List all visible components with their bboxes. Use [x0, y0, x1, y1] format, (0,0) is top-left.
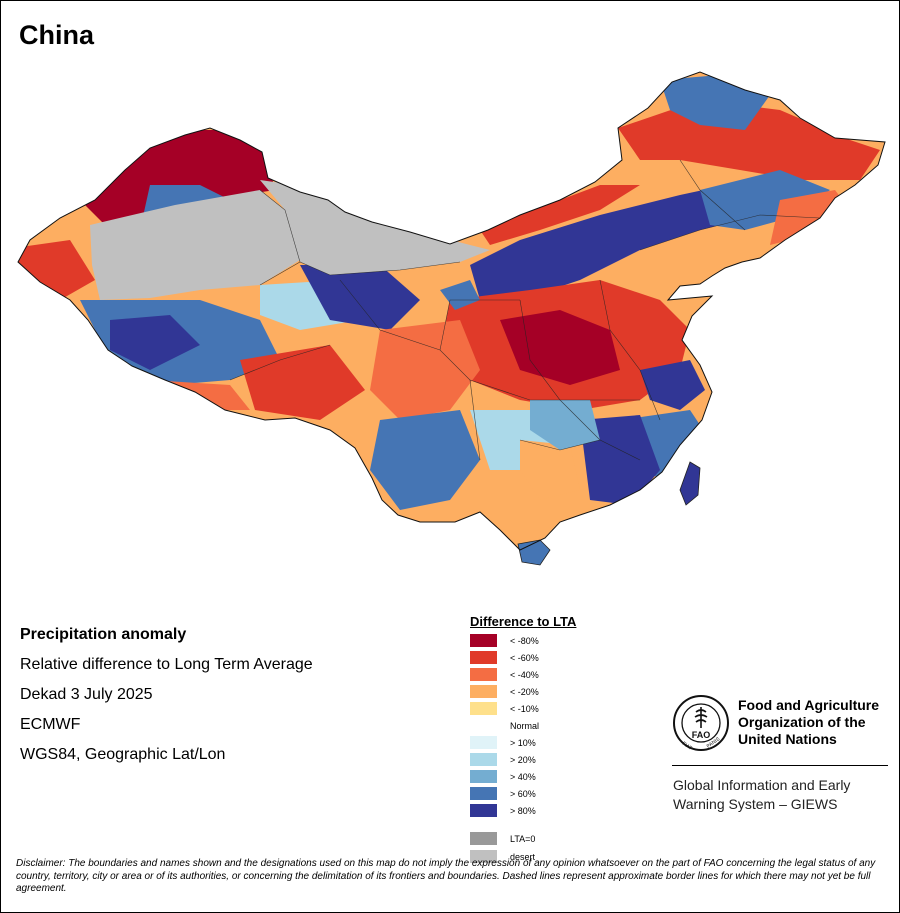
legend-item-gt10: > 10% [470, 736, 536, 749]
legend-item-gt40: > 40% [470, 770, 536, 783]
legend-item-lta0: LTA=0 [470, 832, 535, 845]
info-projection: WGS84, Geographic Lat/Lon [20, 746, 226, 763]
org-name-line2: Organization of the [738, 714, 866, 730]
legend-swatch [470, 850, 497, 863]
legend-label: < -80% [510, 635, 539, 646]
legend-item-gt20: > 20% [470, 753, 536, 766]
giews-label: Global Information and Early Warning Sys… [673, 776, 850, 814]
legend-label: > 40% [510, 771, 536, 782]
fao-logo-outer-ring [673, 695, 729, 751]
legend-swatch [470, 702, 497, 715]
region-lt60-inner-mongolia [480, 185, 640, 245]
legend-item-gt60: > 60% [470, 787, 536, 800]
region-gt80-southeast [580, 415, 660, 505]
legend-swatch [470, 787, 497, 800]
legend-label: LTA=0 [510, 833, 536, 844]
region-lt80-central-core [500, 310, 620, 385]
legend-label: desert [510, 851, 536, 862]
legend-item-lt40: < -40% [470, 668, 539, 681]
legend-item-gt80: > 80% [470, 804, 536, 817]
legend-swatch [470, 651, 497, 664]
org-name: Food and Agriculture Organization of the… [738, 697, 879, 748]
region-gt60-yunnan [370, 410, 480, 510]
region-lt40-sichuan-west [370, 320, 480, 420]
legend-item-lt80: < -80% [470, 634, 539, 647]
org-name-line1: Food and Agriculture [738, 697, 880, 713]
legend-swatch [470, 668, 497, 681]
region-lt20-guangxi [520, 440, 580, 500]
region-desert-taklamakan [90, 190, 300, 300]
wheat-icon [694, 707, 708, 728]
info-subtitle: Relative difference to Long Term Average [20, 656, 313, 673]
legend-swatch [470, 770, 497, 783]
region-gt80-jiangsu [640, 360, 705, 410]
legend-item-lt10: < -10% [470, 702, 539, 715]
legend-item-lt20: < -20% [470, 685, 539, 698]
map-info: Precipitation anomaly Relative differenc… [20, 620, 313, 770]
fao-logo-inner-ring [681, 703, 721, 743]
fao-logo-text: FAO [692, 730, 711, 740]
info-heading: Precipitation anomaly [20, 626, 187, 643]
legend-swatch [470, 753, 497, 766]
legend-item-lt60: < -60% [470, 651, 539, 664]
legend-label: > 20% [510, 754, 536, 765]
legend-label: < -20% [510, 686, 539, 697]
legend-item-normal: Normal [510, 721, 540, 731]
org-divider [672, 765, 888, 766]
legend-label: < -40% [510, 669, 539, 680]
region-gt80-qinghai [300, 265, 420, 330]
map-title: China [19, 20, 95, 50]
legend-label: > 60% [510, 788, 536, 799]
org-name-line3: United Nations [738, 731, 837, 747]
info-source: ECMWF [20, 716, 81, 733]
legend-swatch [470, 634, 497, 647]
giews-line2: Warning System – GIEWS [673, 796, 838, 812]
legend-label: < -10% [510, 703, 539, 714]
region-desert-gobi [260, 180, 490, 275]
taiwan-island [679, 461, 701, 506]
region-gt80-kunlun [110, 315, 200, 370]
province-boundaries [229, 159, 821, 461]
info-period: Dekad 3 July 2025 [20, 686, 153, 703]
legend-swatch [470, 736, 497, 749]
legend-label: > 10% [510, 737, 536, 748]
legend-swatch [470, 685, 497, 698]
region-gt40-hunan [530, 400, 600, 450]
region-lt60-northeast [618, 100, 880, 180]
legend-label: < -60% [510, 652, 539, 663]
legend-label: > 80% [510, 805, 536, 816]
hainan-island [517, 539, 551, 566]
precipitation-anomaly-map [17, 71, 886, 566]
legend-item-desert: desert [470, 850, 535, 863]
legend-swatch [470, 804, 497, 817]
fao-ring-text-left: FIAT [681, 741, 693, 752]
legend-swatch [470, 832, 497, 845]
legend-title: Difference to LTA [470, 614, 577, 629]
region-gt60-gansu [440, 280, 480, 310]
disclaimer: Disclaimer: The boundaries and names sho… [16, 858, 876, 894]
legend: Difference to LTA < -80% < -60% < -40% <… [470, 614, 577, 863]
fao-logo: FAO FIAT PANIS [673, 695, 729, 752]
giews-line1: Global Information and Early [673, 777, 851, 793]
